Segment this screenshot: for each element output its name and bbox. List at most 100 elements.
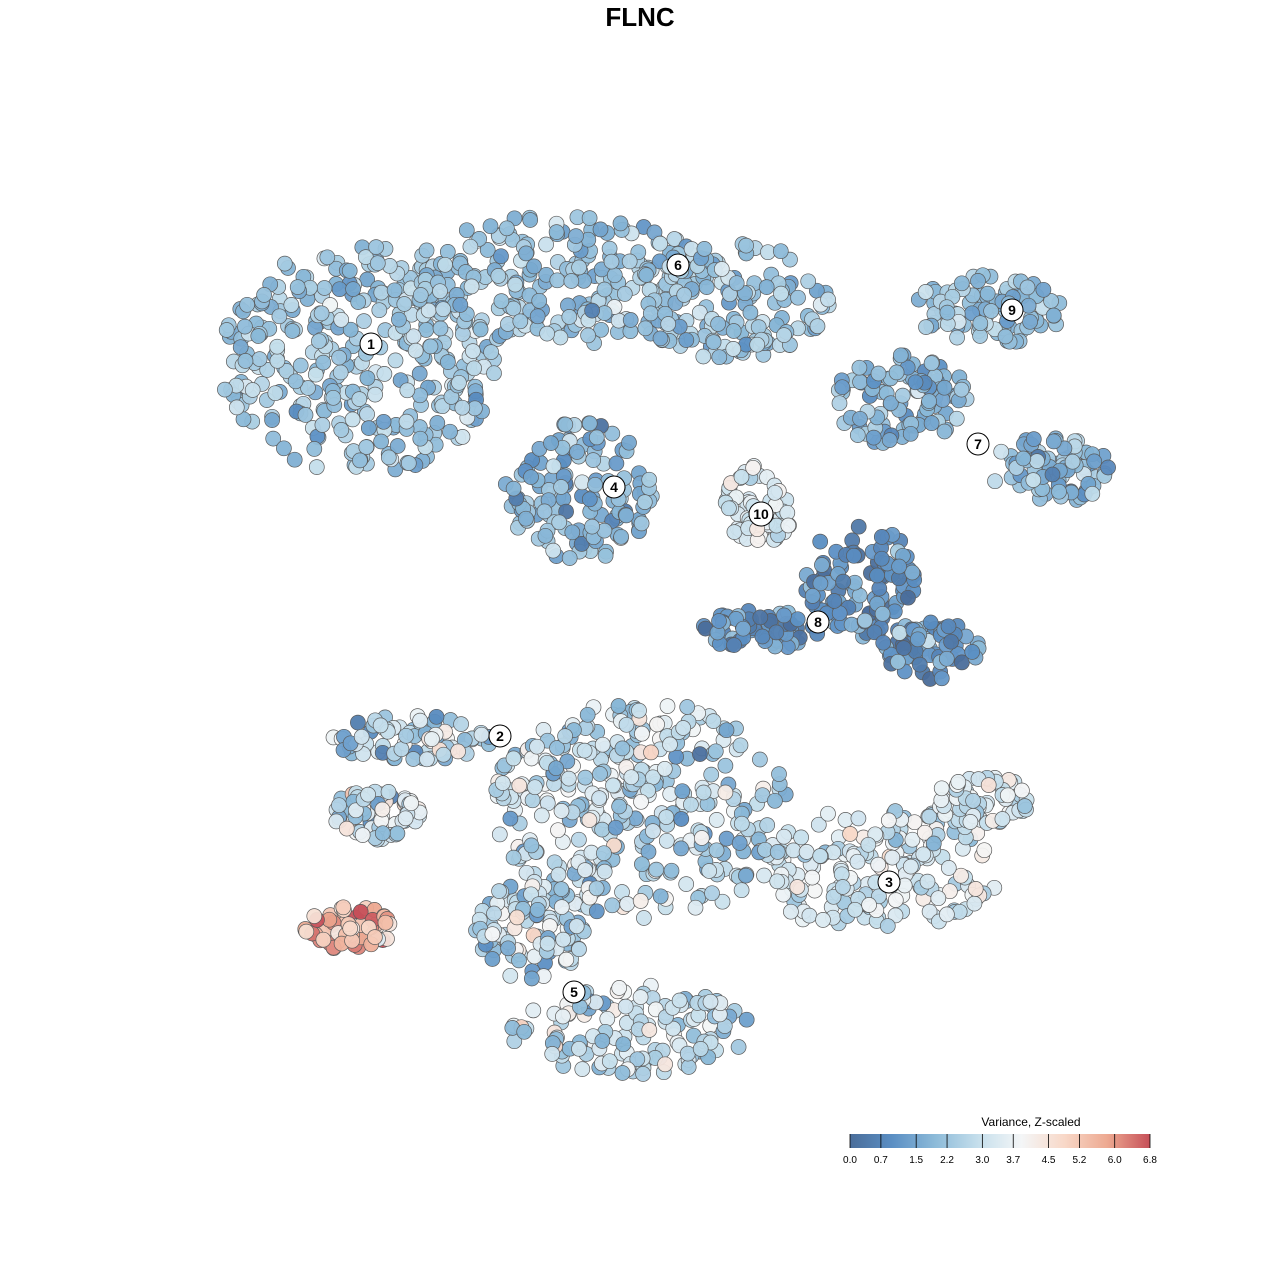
data-point [505,480,522,497]
data-point [518,245,534,262]
data-point [645,823,661,839]
data-point [633,515,650,532]
data-point [594,1033,611,1049]
data-point [869,567,885,584]
data-point [491,883,507,899]
data-point [789,879,806,895]
data-point [325,389,342,406]
data-point [486,365,502,382]
data-point [581,415,598,432]
data-point [909,631,926,648]
data-point [733,815,750,832]
data-point [820,291,836,308]
data-point [300,380,316,396]
data-point [652,330,669,347]
data-point [577,769,594,786]
data-point [251,351,268,367]
data-point [1014,782,1030,799]
cluster-label-7: 7 [966,432,990,456]
data-point [632,989,649,1005]
data-point [502,967,519,984]
data-point [442,423,458,440]
data-point [344,411,361,428]
data-point [483,344,499,360]
data-point [584,302,600,319]
data-point [1045,307,1062,324]
data-point [921,903,938,920]
data-point [923,415,940,432]
cluster-label-5: 5 [562,980,586,1004]
data-point [440,354,456,370]
data-point [596,281,613,298]
data-point [599,1010,616,1027]
data-point [345,281,361,297]
data-point [917,284,934,300]
data-point [615,1036,632,1053]
data-point [703,766,720,783]
data-point [591,790,608,806]
data-point [529,738,545,755]
data-point [695,348,712,365]
data-point [453,716,469,732]
data-point [494,775,511,791]
data-point [422,338,439,355]
data-point [705,713,722,729]
data-point [643,744,659,761]
data-point [601,240,618,257]
data-point [966,895,983,912]
data-point [499,220,515,237]
data-point [710,316,726,332]
data-point [965,792,981,809]
legend: Variance, Z-scaled 0.0 0.7 1.5 2.2 3.0 3.7 4.5… [843,1115,1157,1166]
data-point [553,881,570,897]
data-point [820,805,836,822]
data-point [810,816,827,833]
data-point [759,817,776,833]
data-point [887,892,904,908]
data-point [606,267,623,284]
data-point [580,327,596,344]
data-point [579,706,596,723]
data-point [571,1040,587,1057]
data-point [857,612,873,629]
data-point [852,410,868,427]
data-point [228,399,245,416]
data-point [333,311,350,328]
data-point [850,518,867,535]
data-point [316,280,333,296]
data-point [373,433,389,450]
data-point [873,529,890,545]
data-point [276,440,292,457]
data-point [611,980,628,996]
data-point [511,777,528,794]
data-point [911,656,928,673]
data-point [376,366,393,382]
data-point [505,750,522,767]
data-point [403,795,419,812]
data-point [435,746,452,763]
cluster-label-text: 8 [814,614,822,630]
data-point [804,588,821,604]
data-point [717,757,734,774]
data-point [618,507,635,524]
data-point [585,452,602,468]
data-point [919,873,936,890]
data-point [745,459,761,476]
data-point [560,770,577,787]
data-point [237,353,254,369]
data-point [902,858,919,875]
data-point [557,728,573,744]
data-point [767,484,783,501]
data-point [558,951,575,968]
data-point [635,1066,651,1082]
data-point [454,399,471,416]
data-point [367,386,383,403]
data-point [493,293,510,309]
data-point [235,411,252,428]
data-point [814,557,830,573]
data-point [629,1051,646,1068]
data-point [596,845,612,862]
data-point [588,903,605,920]
data-point [509,909,525,926]
data-point [711,349,728,366]
